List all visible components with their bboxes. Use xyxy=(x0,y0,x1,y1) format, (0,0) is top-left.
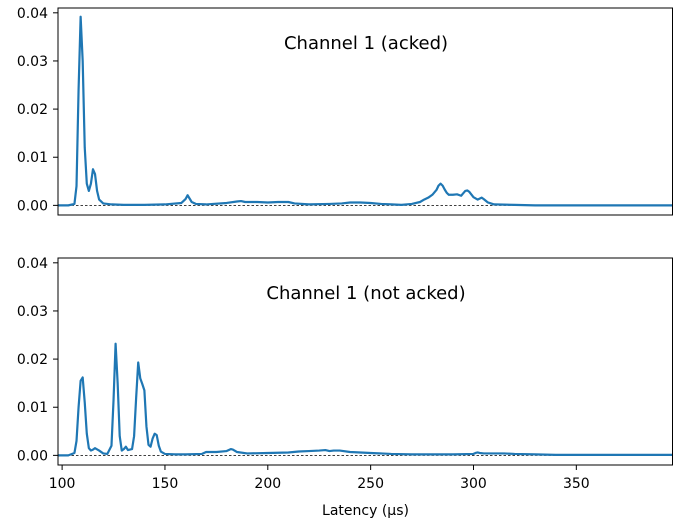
y-tick-label: 0.01 xyxy=(17,400,48,416)
x-tick-label: 150 xyxy=(152,476,179,492)
y-tick-label: 0.02 xyxy=(17,102,48,118)
y-tick-label: 0.04 xyxy=(17,6,48,22)
y-tick-label: 0.01 xyxy=(17,150,48,166)
y-tick-label: 0.00 xyxy=(17,448,48,464)
x-axis-label: Latency (µs) xyxy=(322,503,409,519)
panel-not-acked: 0.00 0.01 0.02 0.03 0.04 100 150 200 250 300 350 Ch… xyxy=(17,256,673,519)
chart-title: Channel 1 (not acked) xyxy=(266,283,465,304)
x-tick-label: 350 xyxy=(563,476,590,492)
y-tick-label: 0.02 xyxy=(17,352,48,368)
y-tick-label: 0.03 xyxy=(17,304,48,320)
panel-acked: 0.00 0.01 0.02 0.03 0.04 Channel 1 (acked) xyxy=(17,6,673,216)
chart-title: Channel 1 (acked) xyxy=(284,33,448,54)
x-tick-label: 200 xyxy=(254,476,281,492)
x-tick-label: 250 xyxy=(357,476,384,492)
x-tick-label: 100 xyxy=(49,476,76,492)
series-line-0 xyxy=(58,342,673,457)
x-tick-label: 300 xyxy=(460,476,487,492)
y-tick-label: 0.00 xyxy=(17,198,48,214)
y-tick-label: 0.03 xyxy=(17,54,48,70)
y-tick-label: 0.04 xyxy=(17,256,48,272)
series-line-0 xyxy=(58,15,673,207)
